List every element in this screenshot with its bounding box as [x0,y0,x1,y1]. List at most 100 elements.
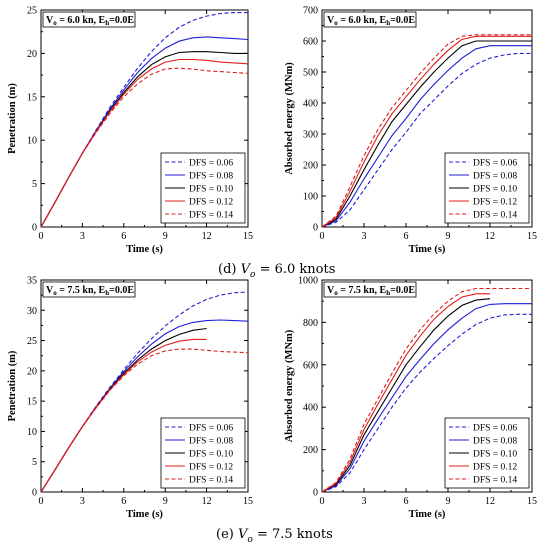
x-tick-label: 9 [446,496,451,507]
series-line-0 [321,313,532,493]
x-tick-label: 3 [80,231,85,242]
x-tick-label: 15 [527,496,537,507]
x-tick-label: 3 [362,496,367,507]
y-axis-label: Absorbed energy (MNm) [284,329,295,442]
y-tick-label: 400 [303,403,318,414]
caption-e-letter: (e) [216,527,234,542]
legend-label-2: DFS = 0.10 [473,185,517,195]
series-line-4 [40,67,249,228]
legend-label-2: DFS = 0.10 [473,450,517,460]
x-tick-label: 9 [163,231,168,242]
caption-d-subscript: o [250,269,256,280]
y-tick-label: 5 [32,457,37,468]
series-line-4 [321,34,532,228]
legend-label-3: DFS = 0.12 [473,463,517,473]
x-tick-label: 15 [243,231,253,242]
caption-e: (e) Vo = 7.5 knots [216,527,333,545]
x-tick-label: 6 [404,496,409,507]
y-tick-label: 100 [303,192,318,203]
legend-label-3: DFS = 0.12 [473,198,517,208]
annotation-box [323,11,417,28]
y-tick-label: 15 [27,397,37,408]
x-tick-label: 9 [446,231,451,242]
x-tick-label: 15 [243,496,253,507]
annotation-text: Vo = 6.0 kn, Eh=0.0E [46,15,134,27]
x-tick-label: 6 [121,231,126,242]
x-tick-label: 15 [527,231,537,242]
series-line-3 [321,293,490,493]
series-line-0 [40,12,248,228]
y-tick-label: 30 [27,306,37,317]
legend-label-4: DFS = 0.14 [189,476,233,486]
annotation-box [42,281,136,298]
y-tick-label: 15 [27,92,37,103]
y-tick-label: 5 [32,179,37,190]
y-tick-label: 200 [303,445,318,456]
chart-panel-2: 0 3 6 9 12 15 0 5 10 15 20 25 30 35 Time (s) Penetratio… [7,276,253,521]
x-tick-label: 0 [320,496,325,507]
caption-d: (d) Vo = 6.0 knots [218,262,335,280]
caption-d-letter: (d) [218,262,237,277]
x-tick-label: 12 [202,496,212,507]
y-tick-label: 400 [303,99,318,110]
y-tick-label: 25 [27,336,37,347]
chart-panel-3: 0 3 6 9 12 15 0 200 400 600 800 1000 Time (s) Absorbe… [284,276,537,521]
y-tick-label: 600 [303,37,318,48]
y-axis-label: Absorbed energy (MNm) [284,62,295,175]
x-tick-label: 12 [485,496,495,507]
caption-e-variable: V [237,527,248,542]
y-tick-label: 20 [27,49,37,60]
y-tick-label: 1000 [298,276,318,287]
legend-label-2: DFS = 0.10 [189,450,233,460]
x-tick-label: 0 [39,496,44,507]
series-line-2 [321,298,491,493]
caption-d-variable: V [240,262,250,277]
y-tick-label: 20 [27,366,37,377]
legend-label-1: DFS = 0.08 [473,172,517,182]
y-tick-label: 35 [27,276,37,287]
legend-label-0: DFS = 0.06 [473,424,517,434]
x-tick-label: 0 [39,231,44,242]
legend-label-1: DFS = 0.08 [189,172,233,182]
x-tick-label: 12 [202,231,212,242]
y-axis-label: Penetration (m) [7,350,18,421]
x-axis-label: Time (s) [409,509,446,520]
annotation-text: Vo = 7.5 kn, Eh=0.0E [327,285,415,297]
series-line-1 [321,303,532,493]
legend-label-1: DFS = 0.08 [473,437,517,447]
series-line-3 [40,58,249,228]
x-tick-label: 6 [121,496,126,507]
annotation-text: Vo = 6.0 kn, Eh=0.0E [327,15,415,27]
series-line-1 [321,45,532,228]
y-tick-label: 800 [303,318,318,329]
series-line-0 [40,291,249,493]
y-tick-label: 25 [27,6,37,17]
chart-panel-1: 0 3 6 9 12 15 0 100 200 300 400 500 600 700 Time (s) Ab… [284,6,537,256]
y-tick-label: 700 [303,6,318,17]
caption-e-value: = 7.5 knots [256,527,333,542]
legend-label-4: DFS = 0.14 [189,211,233,221]
x-tick-label: 6 [404,231,409,242]
legend-label-0: DFS = 0.06 [189,159,233,169]
series-line-0 [321,52,532,228]
annotation-box [42,11,136,28]
y-tick-label: 10 [27,136,37,147]
legend-label-3: DFS = 0.12 [189,463,233,473]
y-tick-label: 0 [313,488,318,499]
y-tick-label: 200 [303,161,318,172]
series-line-4 [321,287,532,493]
series-line-4 [40,348,249,493]
legend-label-2: DFS = 0.10 [189,185,233,195]
annotation-text: Vo = 7.5 kn, Eh=0.0E [46,285,134,297]
y-tick-label: 10 [27,427,37,438]
x-axis-label: Time (s) [126,509,163,520]
y-tick-label: 500 [303,68,318,79]
caption-e-subscript: o [247,534,253,545]
series-line-2 [321,40,532,228]
x-tick-label: 3 [362,231,367,242]
x-tick-label: 12 [485,231,495,242]
y-tick-label: 0 [32,488,37,499]
caption-d-value: = 6.0 knots [259,262,336,277]
x-axis-label: Time (s) [409,244,446,255]
y-tick-label: 600 [303,360,318,371]
